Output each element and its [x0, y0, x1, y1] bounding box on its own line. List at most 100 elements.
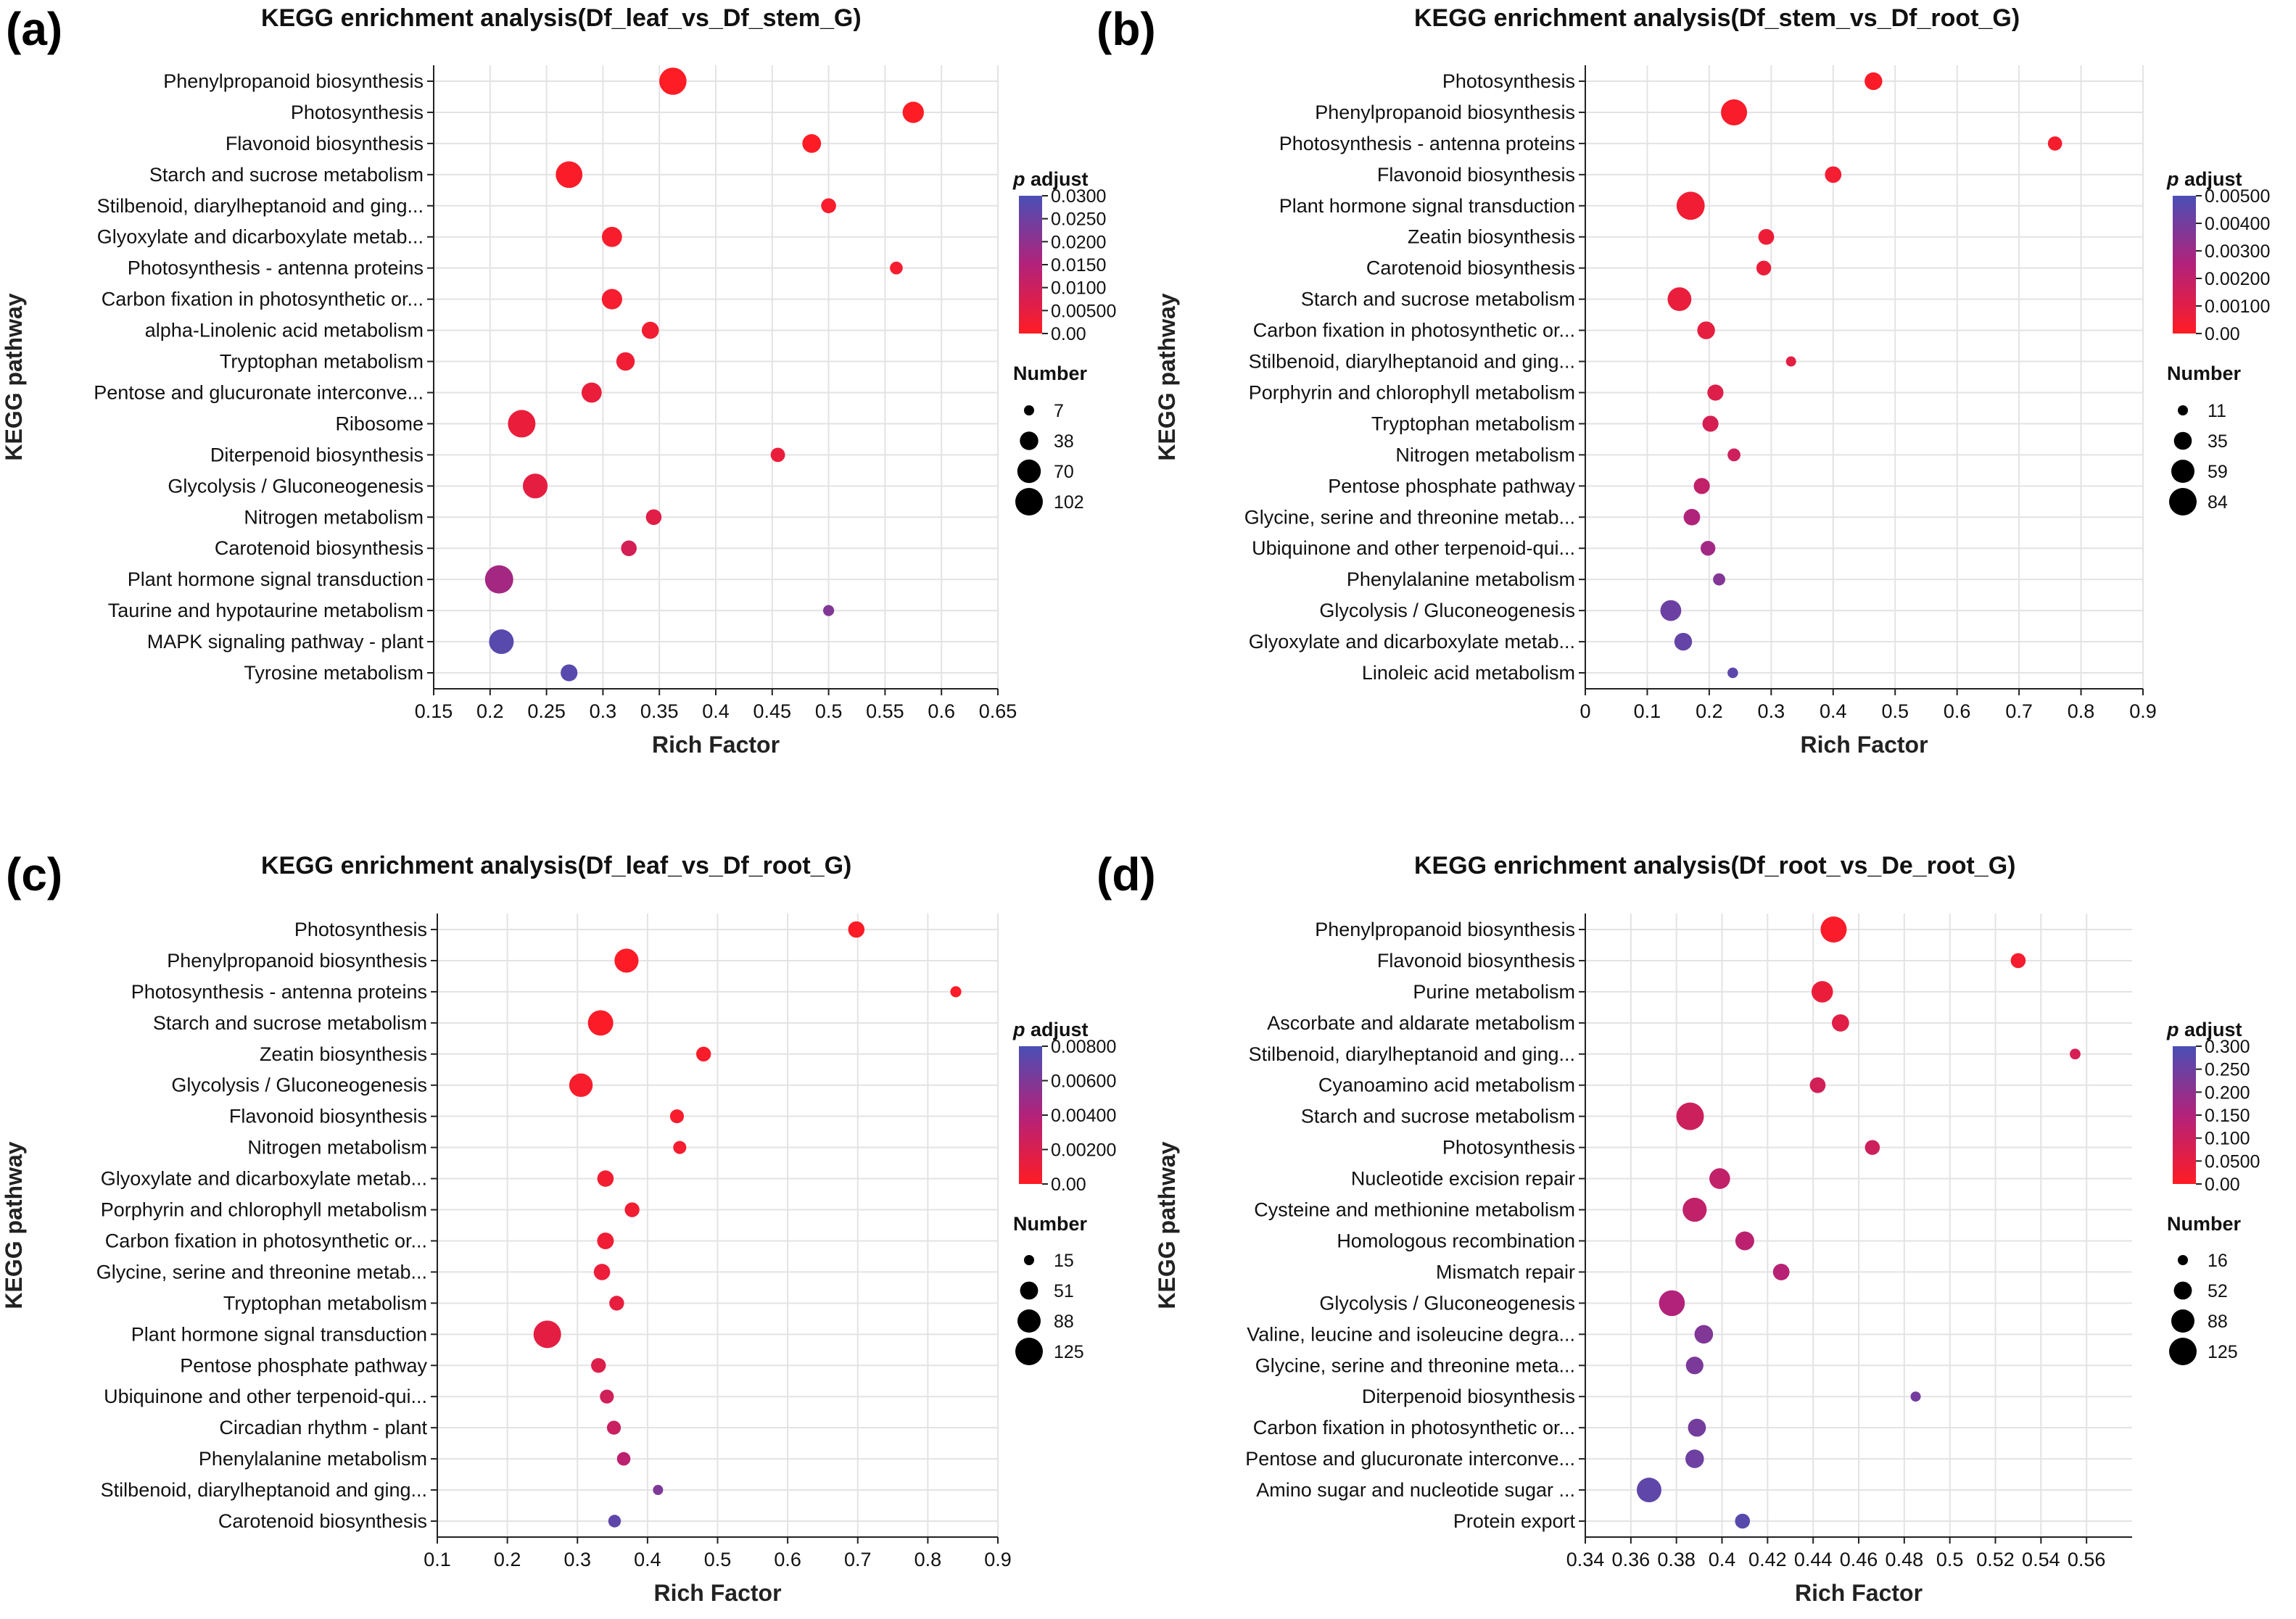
colorbar-tick-label: 0.0250: [1051, 210, 1106, 230]
x-tick-label: 0.5: [1936, 1549, 1964, 1570]
pathway-label: Starch and sucrose metabolism: [149, 164, 424, 186]
pathway-label: Glycolysis / Gluconeogenesis: [1319, 1292, 1575, 1314]
pathway-label: MAPK signaling pathway - plant: [147, 631, 424, 653]
data-point: [581, 382, 602, 403]
pathway-label: Zeatin biosynthesis: [260, 1043, 427, 1065]
size-legend-dot: [1024, 405, 1034, 415]
x-tick-label: 0.38: [1657, 1549, 1696, 1570]
chart-title: KEGG enrichment analysis(Df_leaf_vs_Df_r…: [261, 852, 851, 879]
data-point: [587, 1010, 614, 1036]
panel-label: (c): [6, 848, 62, 900]
data-point: [1685, 1357, 1704, 1375]
pathway-label: Phenylpropanoid biosynthesis: [1315, 919, 1575, 940]
size-legend-dot: [1015, 1338, 1043, 1365]
data-point: [597, 1170, 614, 1187]
colorbar-tick-label: 0.00800: [1051, 1037, 1116, 1057]
pathway-label: Pentose and glucuronate interconve...: [1245, 1448, 1575, 1470]
y-axis-label: KEGG pathway: [1, 1141, 27, 1309]
pathway-label: Carotenoid biosynthesis: [215, 537, 424, 559]
number-legend-title: Number: [2167, 363, 2242, 384]
size-legend-label: 88: [2208, 1312, 2228, 1332]
x-axis-label: Rich Factor: [652, 732, 780, 758]
pathway-label: Cyanoamino acid metabolism: [1318, 1074, 1575, 1096]
x-tick-label: 0.1: [424, 1549, 451, 1570]
colorbar-tick-label: 0.100: [2205, 1129, 2250, 1149]
colorbar-tick-label: 0.00100: [2205, 297, 2270, 317]
data-point: [561, 664, 578, 682]
colorbar-tick-label: 0.300: [2205, 1037, 2250, 1057]
number-legend-title: Number: [1013, 363, 1088, 384]
pathway-label: Cysteine and methionine metabolism: [1254, 1199, 1575, 1221]
pathway-label: Tryptophan metabolism: [220, 351, 424, 373]
pathway-label: Purine metabolism: [1413, 981, 1575, 1003]
panel-label: (a): [6, 3, 62, 55]
x-tick-label: 0.9: [984, 1549, 1012, 1570]
pathway-label: Flavonoid biosynthesis: [226, 133, 424, 154]
data-point: [2070, 1048, 2081, 1060]
size-legend-dot: [2178, 405, 2188, 415]
panel-label: (b): [1097, 3, 1156, 55]
pathway-label: Glycine, serine and threonine metab...: [1244, 506, 1575, 528]
gridlines: [1585, 914, 2132, 1537]
colorbar-tick-label: 0.0200: [1051, 232, 1106, 252]
size-legend-label: 125: [2208, 1342, 2238, 1362]
data-point: [591, 1358, 606, 1373]
data-point: [1727, 667, 1738, 679]
gridlines: [437, 914, 999, 1537]
padj-colorbar: [1019, 196, 1042, 334]
data-point: [673, 1140, 687, 1154]
data-point: [614, 948, 639, 973]
pathway-label: Plant hormone signal transduction: [131, 1323, 427, 1345]
panel-label: (d): [1097, 848, 1156, 900]
x-tick-label: 0.9: [2129, 700, 2157, 722]
x-tick-label: 0.6: [774, 1549, 801, 1570]
size-legend-dot: [2173, 1281, 2192, 1300]
chart-title: KEGG enrichment analysis(Df_stem_vs_Df_r…: [1414, 4, 2020, 32]
data-point: [1910, 1391, 1921, 1402]
data-point: [1685, 1449, 1704, 1468]
data-point: [1707, 384, 1724, 401]
panel-a: (a) KEGG enrichment analysis(Df_leaf_vs_D…: [1, 3, 1116, 758]
colorbar-tick-label: 0.00: [2205, 1175, 2240, 1195]
x-tick-label: 0.35: [640, 700, 679, 722]
x-tick-label: 0.2: [476, 700, 504, 722]
size-legend-label: 15: [1054, 1251, 1074, 1271]
size-legend-label: 59: [2208, 462, 2228, 482]
data-point: [1674, 632, 1693, 651]
number-legend: Number 7 38 70 102: [1013, 363, 1088, 515]
size-legend-dot: [1020, 431, 1038, 450]
data-point: [1820, 916, 1847, 943]
pathway-label: Tyrosine metabolism: [244, 662, 424, 684]
panel-b: (b) KEGG enrichment analysis(Df_stem_vs_D…: [1097, 3, 2270, 758]
data-point: [1865, 1140, 1880, 1155]
colorbar-tick-label: 0.250: [2205, 1060, 2250, 1080]
pathway-label: Mismatch repair: [1436, 1261, 1575, 1283]
data-point: [1693, 478, 1710, 494]
colorbar-tick-label: 0.200: [2205, 1082, 2250, 1103]
x-tick-label: 0.15: [415, 700, 453, 722]
size-legend-dot: [1017, 1309, 1041, 1333]
colorbar-tick-label: 0.00: [1051, 324, 1086, 344]
data-point: [950, 986, 962, 998]
pathway-label: Phenylpropanoid biosynthesis: [1315, 102, 1575, 123]
y-axis-label: KEGG pathway: [1154, 1141, 1180, 1309]
pathway-label: Glycine, serine and threonine meta...: [1255, 1354, 1575, 1376]
data-point: [1682, 1197, 1707, 1222]
data-point: [890, 261, 903, 275]
data-point: [1865, 72, 1883, 91]
size-legend-dot: [1015, 488, 1043, 515]
x-tick-label: 0.2: [1696, 700, 1723, 722]
x-tick-label: 0.8: [2068, 700, 2095, 722]
pathway-label: Nitrogen metabolism: [1395, 444, 1575, 465]
x-tick-label: 0.54: [2022, 1549, 2060, 1570]
x-tick-label: 0.65: [979, 700, 1017, 722]
padj-legend-title: p adjust: [1012, 1019, 1089, 1040]
pathway-label: Tryptophan metabolism: [1371, 413, 1575, 434]
size-legend-label: 84: [2208, 492, 2228, 513]
size-legend-dot: [1024, 1255, 1034, 1265]
data-point: [601, 226, 622, 247]
padj-legend-title: p adjust: [2166, 168, 2242, 190]
pathway-label: Carbon fixation in photosynthetic or...: [1253, 320, 1575, 341]
